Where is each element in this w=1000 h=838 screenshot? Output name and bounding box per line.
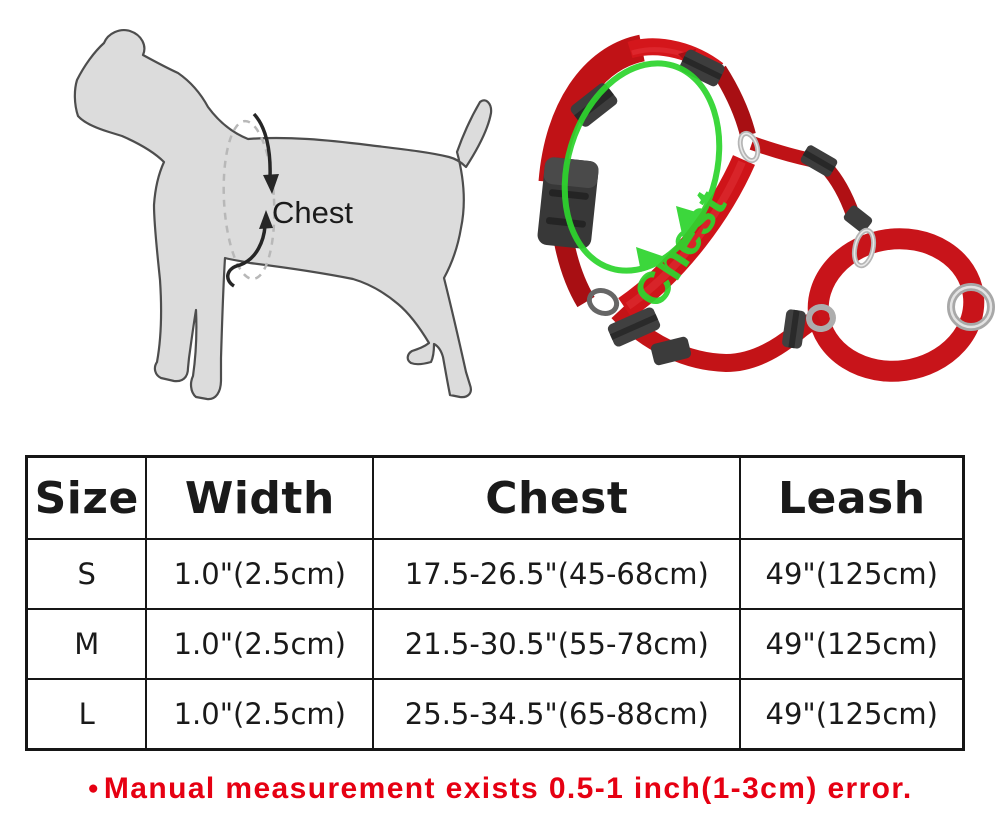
harness-front-dring [737, 130, 761, 164]
harness-strap-tip-low [650, 336, 692, 366]
harness-neck-strap-left [538, 34, 646, 184]
harness-slider-junction [607, 307, 661, 347]
harness-top-oring [851, 227, 877, 269]
harness-triglide-top [679, 49, 725, 87]
green-girth-ellipse [561, 60, 723, 274]
cell-s-size: S [25, 538, 148, 610]
size-row-m: M 1.0"(2.5cm) 21.5-30.5"(55-78cm) 49"(12… [25, 608, 965, 680]
cell-l-leash: 49"(125cm) [739, 678, 965, 751]
measurement-footnote: ● Manual measurement exists 0.5-1 inch(1-… [0, 772, 1000, 806]
dog-measurement-diagram: Chest [20, 10, 520, 435]
size-table-section: Size Width Chest Leash S 1.0"(2.5cm) 17.… [25, 455, 965, 751]
cell-l-width: 1.0"(2.5cm) [145, 678, 375, 751]
size-table-header-row: Size Width Chest Leash [25, 455, 965, 540]
size-row-l: L 1.0"(2.5cm) 25.5-34.5"(65-88cm) 49"(12… [25, 678, 965, 751]
harness-junction-ring [586, 288, 620, 316]
dog-silhouette [73, 29, 493, 401]
harness-front-chest-strap-highlight [625, 160, 746, 310]
harness-illustration: Chest [530, 10, 1000, 435]
header-cell-width: Width [145, 455, 375, 540]
harness-left-lower-strap [554, 239, 595, 308]
chest-girth-dashed-ellipse [222, 119, 276, 281]
measure-arrow-down-head [263, 174, 279, 194]
cell-s-width: 1.0"(2.5cm) [145, 538, 375, 610]
footnote-bullet: ● [87, 778, 99, 799]
dog-silhouette-svg: Chest [73, 29, 493, 401]
footnote-text: Manual measurement exists 0.5-1 inch(1-3… [103, 772, 913, 805]
cell-m-chest: 21.5-30.5"(55-78cm) [372, 608, 742, 680]
size-row-s: S 1.0"(2.5cm) 17.5-26.5"(45-68cm) 49"(12… [25, 538, 965, 610]
cell-m-size: M [25, 608, 148, 680]
size-table: Size Width Chest Leash S 1.0"(2.5cm) 17.… [25, 455, 965, 751]
harness-left-oring [806, 303, 836, 333]
harness-slider-martingale [782, 309, 806, 349]
cell-m-leash: 49"(125cm) [739, 608, 965, 680]
cell-s-leash: 49"(125cm) [739, 538, 965, 610]
measure-arrow-down [252, 112, 272, 179]
dog-chest-label: Chest [272, 195, 353, 230]
harness-adjuster-back [800, 145, 838, 177]
measure-arrow-up [226, 225, 267, 288]
green-arrowhead-upper [676, 206, 706, 239]
cell-l-size: L [25, 678, 148, 751]
cell-s-chest: 17.5-26.5"(45-68cm) [372, 538, 742, 610]
measure-arrow-up-head [259, 210, 273, 229]
harness-belly-loop [807, 228, 985, 382]
harness-mid-strap [712, 65, 756, 138]
cell-l-chest: 25.5-34.5"(65-88cm) [372, 678, 742, 751]
cell-m-width: 1.0"(2.5cm) [145, 608, 375, 680]
green-arrowhead-lower [636, 247, 665, 272]
harness-svg: Chest [537, 34, 995, 382]
header-cell-leash: Leash [739, 455, 965, 540]
header-cell-size: Size [25, 455, 148, 540]
harness-leash-dring [947, 283, 995, 331]
header-cell-chest: Chest [372, 455, 742, 540]
harness-slider-backlower [843, 205, 873, 233]
